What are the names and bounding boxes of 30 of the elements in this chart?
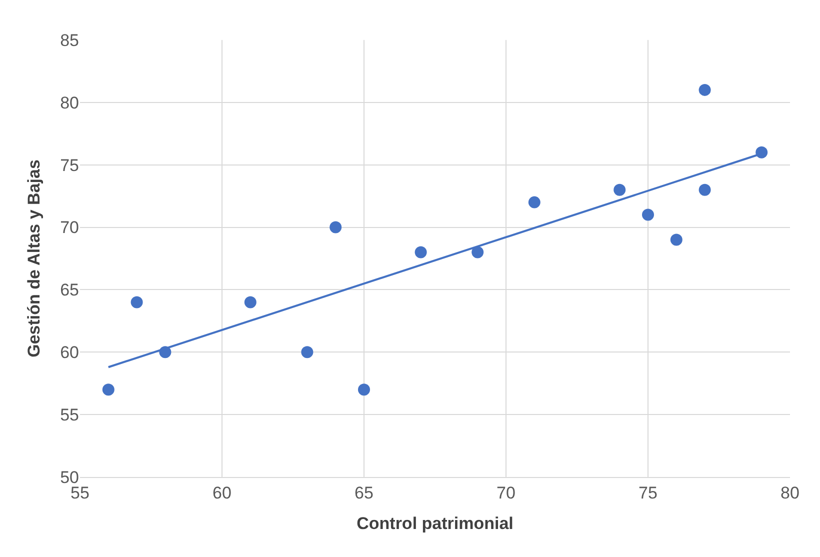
- y-tick-label: 85: [60, 30, 79, 50]
- point: [614, 184, 626, 196]
- x-tick-label: 60: [212, 483, 232, 502]
- point: [130, 296, 143, 308]
- point: [414, 246, 427, 258]
- x-tick-label: 75: [638, 483, 658, 502]
- y-tick-label: 75: [60, 156, 79, 175]
- y-tick-label: 50: [60, 468, 79, 487]
- point: [102, 384, 114, 396]
- x-tick-label: 70: [496, 483, 516, 502]
- x-tick-label: 65: [354, 483, 374, 502]
- y-tick-label: 70: [60, 218, 79, 238]
- point: [670, 234, 682, 246]
- point: [301, 346, 314, 358]
- y-tick-label: 55: [60, 406, 79, 425]
- y-tick-label: 60: [60, 343, 79, 362]
- point: [698, 84, 711, 96]
- x-axis-title: Control patrimonial: [356, 514, 514, 533]
- point: [642, 208, 654, 221]
- point: [528, 196, 540, 208]
- point: [698, 184, 711, 196]
- point: [472, 246, 484, 258]
- point: [244, 296, 256, 308]
- y-tick-label: 65: [60, 280, 79, 300]
- x-tick-label: 80: [780, 483, 800, 502]
- point: [358, 384, 370, 396]
- y-axis-title: Gestión de Altas y Bajas: [24, 160, 44, 358]
- y-tick-label: 80: [60, 93, 79, 112]
- point: [330, 221, 342, 234]
- point: [756, 146, 768, 158]
